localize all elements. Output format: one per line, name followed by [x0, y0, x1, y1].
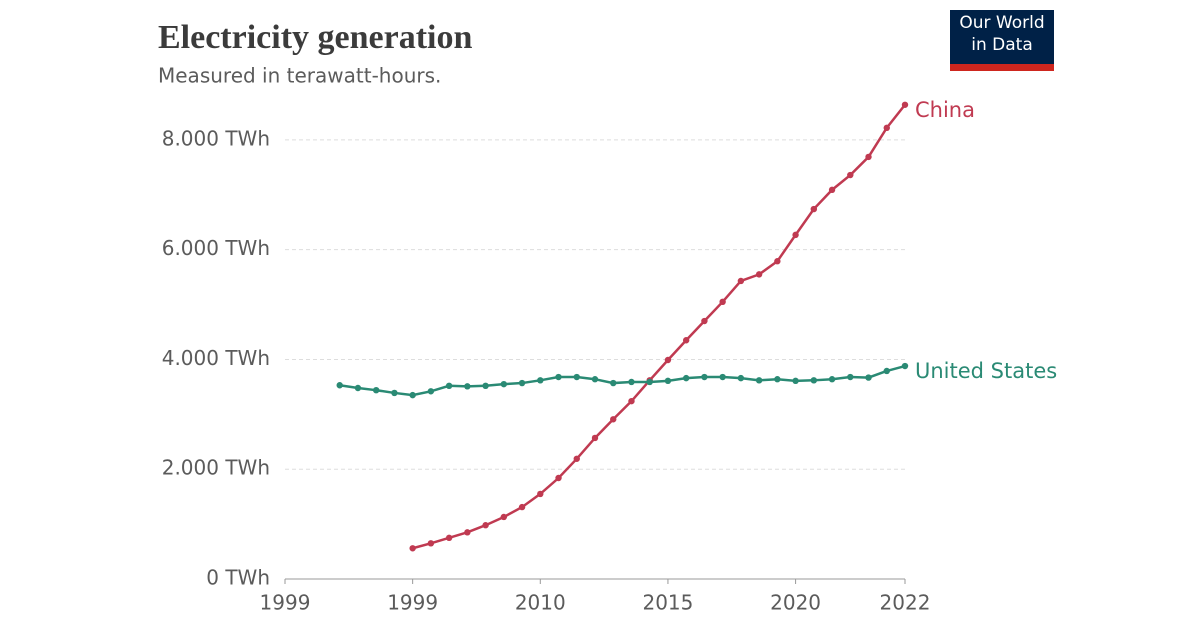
- data-point: [628, 397, 635, 405]
- data-point: [336, 382, 343, 389]
- data-point: [774, 258, 781, 265]
- data-point: [664, 377, 672, 385]
- data-point: [701, 317, 708, 325]
- data-point: [372, 386, 380, 394]
- data-point: [719, 298, 726, 306]
- data-point: [555, 474, 562, 482]
- series-label: United States: [915, 359, 1057, 383]
- data-point: [682, 337, 690, 344]
- data-point: [354, 384, 362, 392]
- data-point: [628, 378, 635, 386]
- data-point: [445, 534, 453, 542]
- logo-box: [950, 10, 1054, 64]
- data-point: [755, 271, 763, 278]
- data-point: [427, 388, 435, 395]
- y-tick-label: 0 TWh: [206, 566, 270, 590]
- data-point: [537, 377, 544, 384]
- data-point: [555, 373, 562, 381]
- data-point: [847, 171, 854, 179]
- data-point: [774, 376, 781, 383]
- data-point: [865, 153, 872, 161]
- x-tick-label: 2015: [642, 591, 693, 615]
- data-point: [573, 373, 580, 381]
- data-point: [737, 374, 745, 382]
- y-tick-label: 2.000 TWh: [162, 456, 270, 480]
- data-point: [792, 377, 799, 385]
- data-point: [409, 545, 416, 552]
- data-point: [865, 374, 872, 381]
- data-point: [883, 367, 890, 375]
- chart-title: Electricity generation: [158, 19, 472, 56]
- data-point: [901, 362, 909, 370]
- logo-text-box: Our World in Data: [959, 13, 1045, 55]
- data-point: [518, 379, 526, 387]
- y-tick-label: 6.000 TWh: [162, 236, 270, 260]
- data-point: [573, 455, 580, 462]
- data-point: [828, 186, 836, 194]
- data-point: [464, 383, 471, 390]
- data-point: [391, 389, 398, 397]
- x-tick-label: 2022: [880, 591, 931, 615]
- data-point: [883, 124, 890, 132]
- data-point: [701, 373, 708, 381]
- data-point: [464, 529, 471, 536]
- y-tick-label: 4.000 TWh: [162, 346, 270, 370]
- chart-subtitle: Measured in terawatt-hours.: [158, 64, 441, 88]
- data-point: [792, 231, 799, 239]
- data-point: [409, 391, 416, 399]
- data-point: [445, 382, 453, 389]
- x-tick-label: 1999: [387, 591, 438, 615]
- logo-bar: [950, 64, 1054, 71]
- data-point: [719, 373, 726, 381]
- data-point: [737, 277, 745, 285]
- series-line: [412, 104, 906, 550]
- x-tick-label: 2020: [770, 591, 821, 615]
- data-point: [482, 522, 489, 529]
- data-point: [901, 101, 909, 108]
- data-point: [810, 205, 818, 213]
- data-point: [518, 503, 526, 511]
- data-point: [500, 380, 508, 388]
- x-tick-label: 2010: [515, 591, 566, 615]
- x-tick-label: 1999: [260, 591, 311, 615]
- data-point: [537, 490, 544, 498]
- data-point: [755, 377, 763, 384]
- data-point: [610, 416, 617, 423]
- y-tick-label: 8.000 TWh: [162, 126, 270, 150]
- data-point: [591, 434, 599, 442]
- logo: Our World in Data: [950, 10, 1054, 71]
- data-point: [682, 374, 690, 382]
- data-point: [664, 356, 672, 364]
- data-point: [610, 379, 617, 387]
- data-point: [591, 376, 599, 383]
- data-point: [482, 382, 489, 389]
- series-line: [339, 364, 906, 397]
- data-point: [646, 378, 653, 386]
- data-point: [810, 377, 818, 384]
- data-point: [500, 513, 508, 521]
- logo-text: Our World in Data: [959, 13, 1045, 55]
- data-point: [828, 376, 836, 383]
- data-point: [847, 373, 854, 381]
- series-label: China: [915, 98, 975, 122]
- data-point: [427, 540, 435, 547]
